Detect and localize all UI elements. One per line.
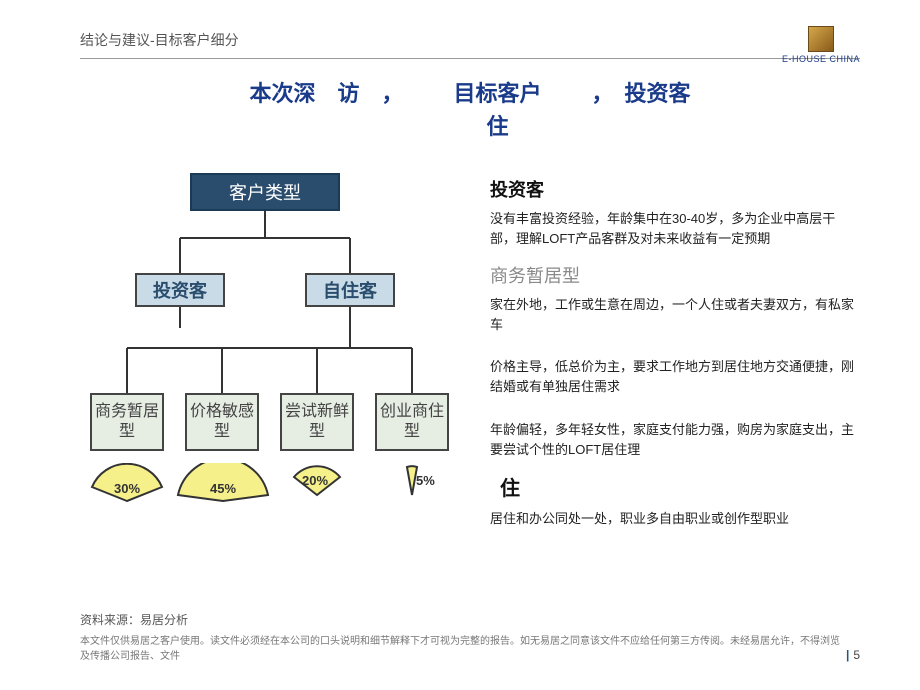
fan-30-label: 30% — [114, 481, 140, 496]
node-business-stay: 商务暂居型 — [90, 393, 164, 451]
desc-p3: 价格主导，低总价为主，要求工作地方到居住地方交通便捷，刚结婚或有单独居住需求 — [490, 357, 860, 397]
node-investor: 投资客 — [135, 273, 225, 307]
headline-seg-3: ， 投资客 — [592, 77, 691, 143]
breadcrumb: 结论与建议-目标客户细分 — [80, 30, 860, 50]
page-number: |5 — [846, 648, 860, 662]
fan-5: 5% — [394, 463, 430, 499]
desc-p5: 居住和办公同处一处，职业多自由职业或创作型职业 — [490, 509, 860, 529]
node-root: 客户类型 — [190, 173, 340, 211]
desc-p2: 家在外地，工作或生意在周边，一个人住或者夫妻双方，有私家车 — [490, 295, 860, 335]
slide: E-HOUSE CHINA 结论与建议-目标客户细分 本次深 访 ， 目标客户 … — [0, 0, 920, 690]
node-price-sensitive: 价格敏感型 — [185, 393, 259, 451]
logo-text: E-HOUSE CHINA — [782, 54, 860, 64]
footer-source: 资料来源：易居分析 — [80, 611, 860, 628]
fan-20: 20% — [284, 463, 350, 499]
fan-45-label: 45% — [210, 481, 236, 496]
brand-logo: E-HOUSE CHINA — [782, 26, 860, 64]
org-chart: 客户类型 投资客 自住客 商务暂居型 价格敏感型 尝试新鲜型 创业商住型 30%… — [80, 173, 460, 533]
description-column: 投资客 没有丰富投资经验，年龄集中在30-40岁，多为企业中高层干部，理解LOF… — [490, 173, 860, 543]
footer-disclaimer: 本文件仅供易居之客户使用。读文件必须经在本公司的口头说明和细节解释下才可视为完整… — [80, 632, 846, 662]
fan-45: 45% — [176, 463, 270, 505]
headline-seg-4: 住 — [486, 110, 508, 143]
header-divider — [80, 58, 860, 59]
headline-seg-2: 目标客户 — [453, 77, 541, 110]
content-row: 客户类型 投资客 自住客 商务暂居型 价格敏感型 尝试新鲜型 创业商住型 30%… — [80, 173, 860, 543]
desc-h2: 商务暂居型 — [490, 263, 860, 291]
fan-5-label: 5% — [416, 473, 435, 488]
desc-h1: 投资客 — [490, 177, 860, 205]
footer: 资料来源：易居分析 本文件仅供易居之客户使用。读文件必须经在本公司的口头说明和细… — [80, 611, 860, 662]
logo-icon — [808, 26, 834, 52]
headline-seg-1: 本次深 访 ， — [249, 77, 403, 143]
node-startup: 创业商住型 — [375, 393, 449, 451]
fan-20-label: 20% — [302, 473, 328, 488]
node-try-fresh: 尝试新鲜型 — [280, 393, 354, 451]
desc-p1: 没有丰富投资经验，年龄集中在30-40岁，多为企业中高层干部，理解LOFT产品客… — [490, 209, 860, 249]
node-selfuse: 自住客 — [305, 273, 395, 307]
desc-p4: 年龄偏轻，多年轻女性，家庭支付能力强，购房为家庭支出，主要尝试个性的LOFT居住… — [490, 420, 860, 460]
desc-h3: 住 — [490, 474, 530, 505]
headline: 本次深 访 ， 目标客户 住 ， 投资客 — [80, 77, 860, 143]
fan-30: 30% — [86, 463, 168, 505]
